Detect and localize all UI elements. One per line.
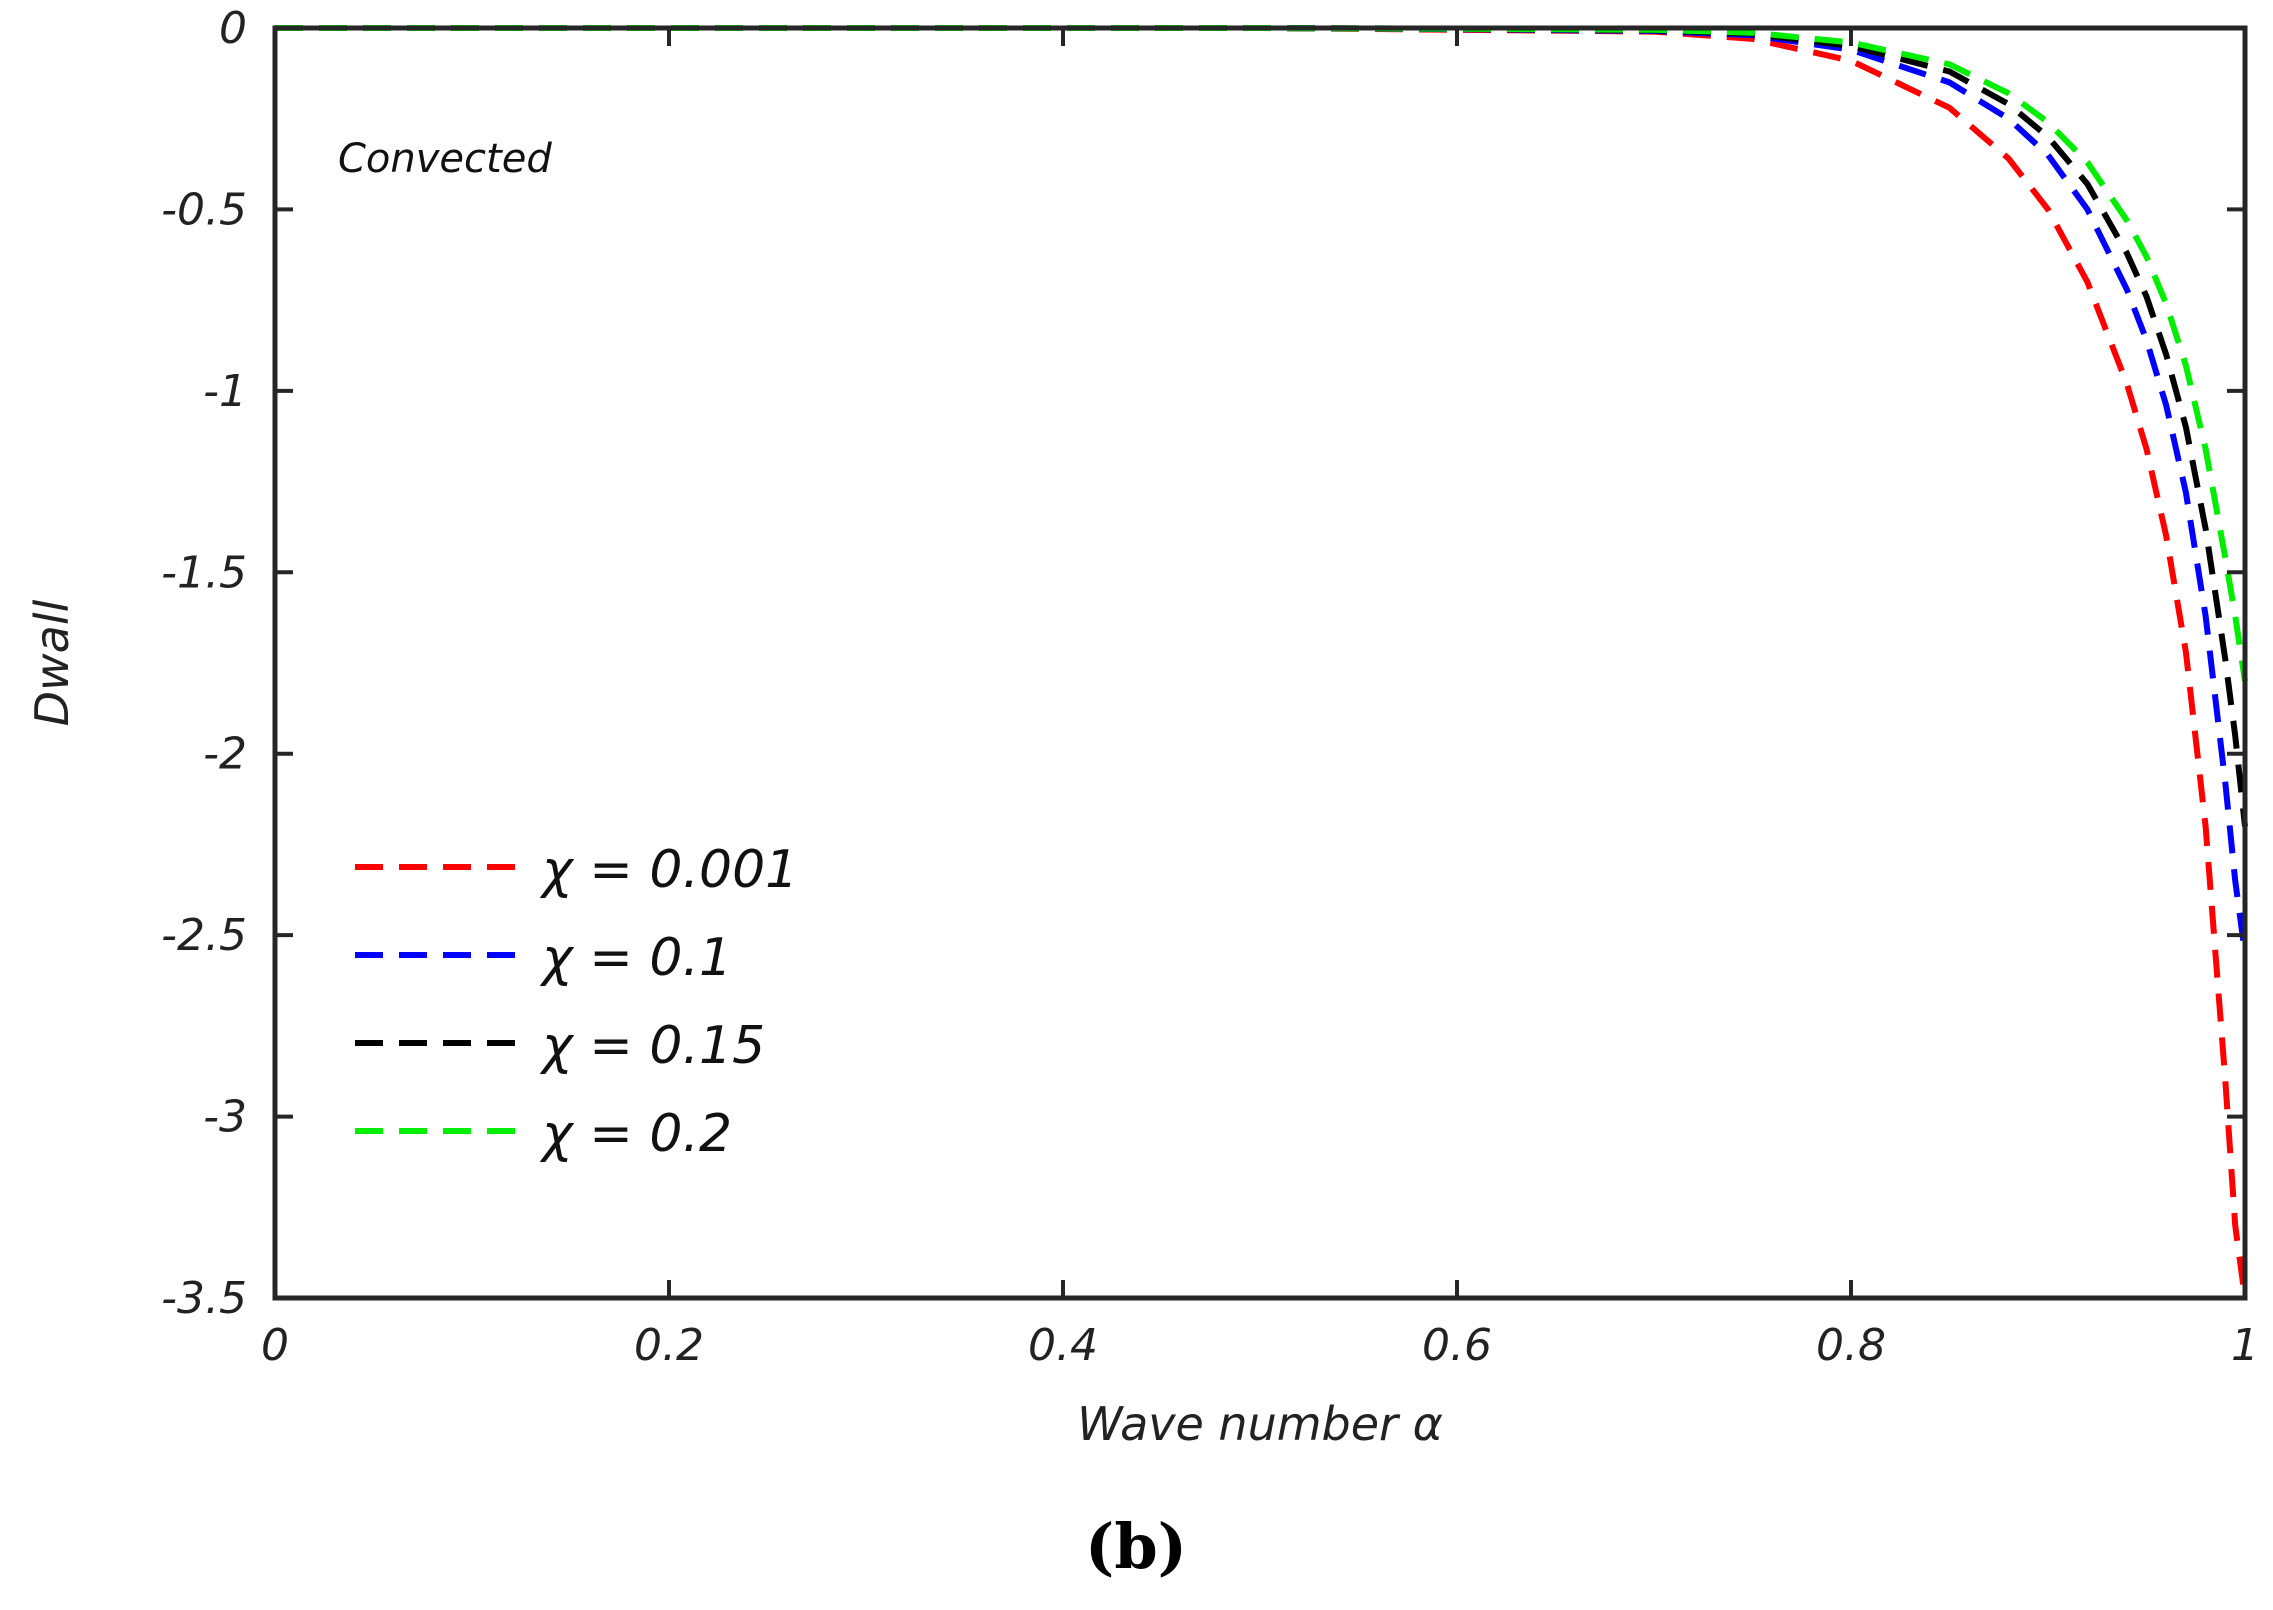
legend-entry: χ = 0.1 <box>355 928 732 988</box>
y-axis-label: Dwall <box>25 599 79 726</box>
x-tick-label: 0.6 <box>1422 1320 1492 1371</box>
x-tick-label: 0.2 <box>634 1320 704 1371</box>
legend-label: χ = 0.1 <box>539 928 732 988</box>
legend: χ = 0.001 χ = 0.1 χ = 0.15 χ = 0.2 <box>355 840 798 1164</box>
legend-label: χ = 0.001 <box>539 840 798 900</box>
x-tick-label: 0.4 <box>1028 1320 1098 1371</box>
y-tick-label: -2.5 <box>161 910 247 961</box>
series-line-3 <box>275 25 2248 827</box>
tick-layer: 0 0.2 0.4 0.6 0.8 1 0 -0.5 -1 -1.5 -2 -2.5 -3 -3.5 <box>161 3 2259 1371</box>
x-tick-label: 0.8 <box>1816 1320 1886 1371</box>
legend-label: χ = 0.2 <box>539 1104 732 1164</box>
x-tick-label: 0 <box>261 1320 289 1371</box>
series-line-1 <box>275 25 2248 1299</box>
y-tick-label: 0 <box>219 3 247 54</box>
y-tick-label: -0.5 <box>161 184 247 235</box>
legend-entry: χ = 0.15 <box>355 1016 765 1076</box>
legend-entry: χ = 0.2 <box>355 1104 732 1164</box>
annotation-convected: Convected <box>338 136 552 182</box>
series-line-4 <box>275 25 2248 682</box>
plot-frame <box>272 25 2248 1301</box>
y-tick-label: -2 <box>203 729 247 780</box>
x-axis-label: Wave number α <box>1077 1397 1443 1451</box>
y-tick-label: -1 <box>203 366 247 417</box>
y-tick-label: -1.5 <box>161 547 247 598</box>
x-tick-label: 1 <box>2231 1320 2259 1371</box>
series-layer <box>275 25 2248 1299</box>
y-tick-label: -3 <box>203 1092 247 1143</box>
y-tick-label: -3.5 <box>161 1273 247 1324</box>
legend-entry: χ = 0.001 <box>355 840 798 900</box>
panel-label: (b) <box>1085 1510 1187 1583</box>
legend-label: χ = 0.15 <box>539 1016 765 1076</box>
